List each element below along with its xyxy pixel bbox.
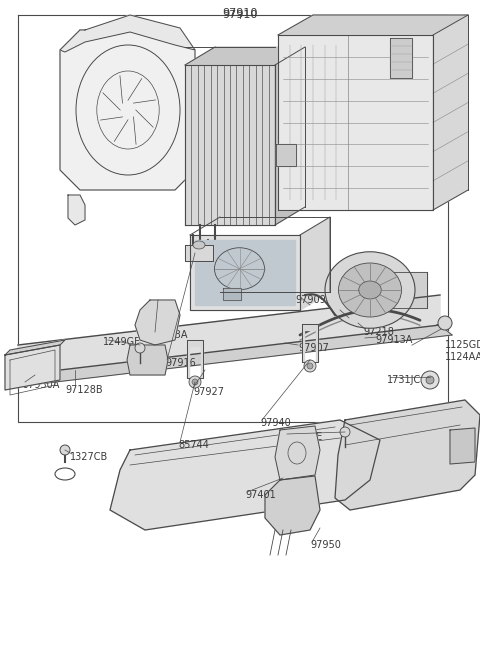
- Polygon shape: [18, 325, 452, 385]
- Text: 1124AA: 1124AA: [445, 352, 480, 362]
- Polygon shape: [60, 30, 195, 190]
- Text: 97945: 97945: [338, 308, 369, 318]
- Text: 97128B: 97128B: [65, 385, 103, 395]
- Polygon shape: [433, 15, 468, 210]
- Polygon shape: [60, 15, 195, 52]
- Polygon shape: [110, 420, 380, 530]
- Polygon shape: [390, 38, 412, 78]
- Text: 97923A: 97923A: [150, 330, 188, 340]
- Text: 1249GE: 1249GE: [285, 432, 323, 442]
- Polygon shape: [5, 357, 30, 378]
- Text: 97930A: 97930A: [22, 380, 60, 390]
- Circle shape: [60, 445, 70, 455]
- Text: 1249GE: 1249GE: [103, 337, 141, 347]
- Polygon shape: [265, 476, 320, 535]
- Circle shape: [135, 343, 145, 353]
- Polygon shape: [278, 15, 468, 35]
- Polygon shape: [275, 426, 320, 480]
- Text: 97916: 97916: [165, 358, 196, 368]
- Polygon shape: [278, 35, 433, 210]
- Text: 97910: 97910: [222, 10, 258, 20]
- Text: 97927: 97927: [193, 387, 224, 397]
- Ellipse shape: [359, 281, 381, 299]
- Text: 97401: 97401: [245, 490, 276, 500]
- Ellipse shape: [193, 241, 205, 249]
- Text: 97218: 97218: [363, 327, 394, 337]
- Polygon shape: [276, 143, 296, 166]
- Polygon shape: [375, 272, 427, 308]
- Circle shape: [307, 363, 313, 369]
- Polygon shape: [190, 235, 300, 310]
- Text: 1125GD: 1125GD: [445, 340, 480, 350]
- Polygon shape: [127, 345, 168, 375]
- Text: 97909: 97909: [295, 295, 326, 305]
- Circle shape: [192, 379, 198, 385]
- Ellipse shape: [325, 252, 415, 328]
- Text: 1327CB: 1327CB: [70, 452, 108, 462]
- Polygon shape: [187, 340, 203, 378]
- Text: 1731JC: 1731JC: [387, 375, 421, 385]
- Text: 85744: 85744: [178, 440, 209, 450]
- Polygon shape: [5, 340, 65, 355]
- Text: 97940: 97940: [260, 418, 291, 428]
- Text: 97907: 97907: [298, 343, 329, 353]
- Circle shape: [426, 376, 434, 384]
- Polygon shape: [300, 217, 330, 310]
- Polygon shape: [5, 345, 60, 390]
- Text: 97910: 97910: [222, 8, 258, 18]
- Polygon shape: [223, 288, 241, 299]
- Polygon shape: [275, 47, 305, 225]
- Polygon shape: [185, 65, 275, 225]
- Circle shape: [189, 376, 201, 388]
- Polygon shape: [302, 324, 318, 362]
- Polygon shape: [185, 245, 213, 261]
- Polygon shape: [195, 240, 295, 305]
- Circle shape: [304, 360, 316, 372]
- Circle shape: [340, 427, 350, 437]
- Polygon shape: [135, 300, 180, 345]
- Circle shape: [421, 371, 439, 389]
- Text: 97913A: 97913A: [375, 335, 412, 345]
- Polygon shape: [190, 292, 330, 310]
- Polygon shape: [450, 428, 475, 464]
- Polygon shape: [18, 295, 440, 375]
- Polygon shape: [68, 195, 85, 225]
- Polygon shape: [185, 47, 305, 65]
- Text: 97950: 97950: [310, 540, 341, 550]
- Polygon shape: [335, 400, 480, 510]
- Circle shape: [438, 316, 452, 330]
- Ellipse shape: [338, 263, 401, 317]
